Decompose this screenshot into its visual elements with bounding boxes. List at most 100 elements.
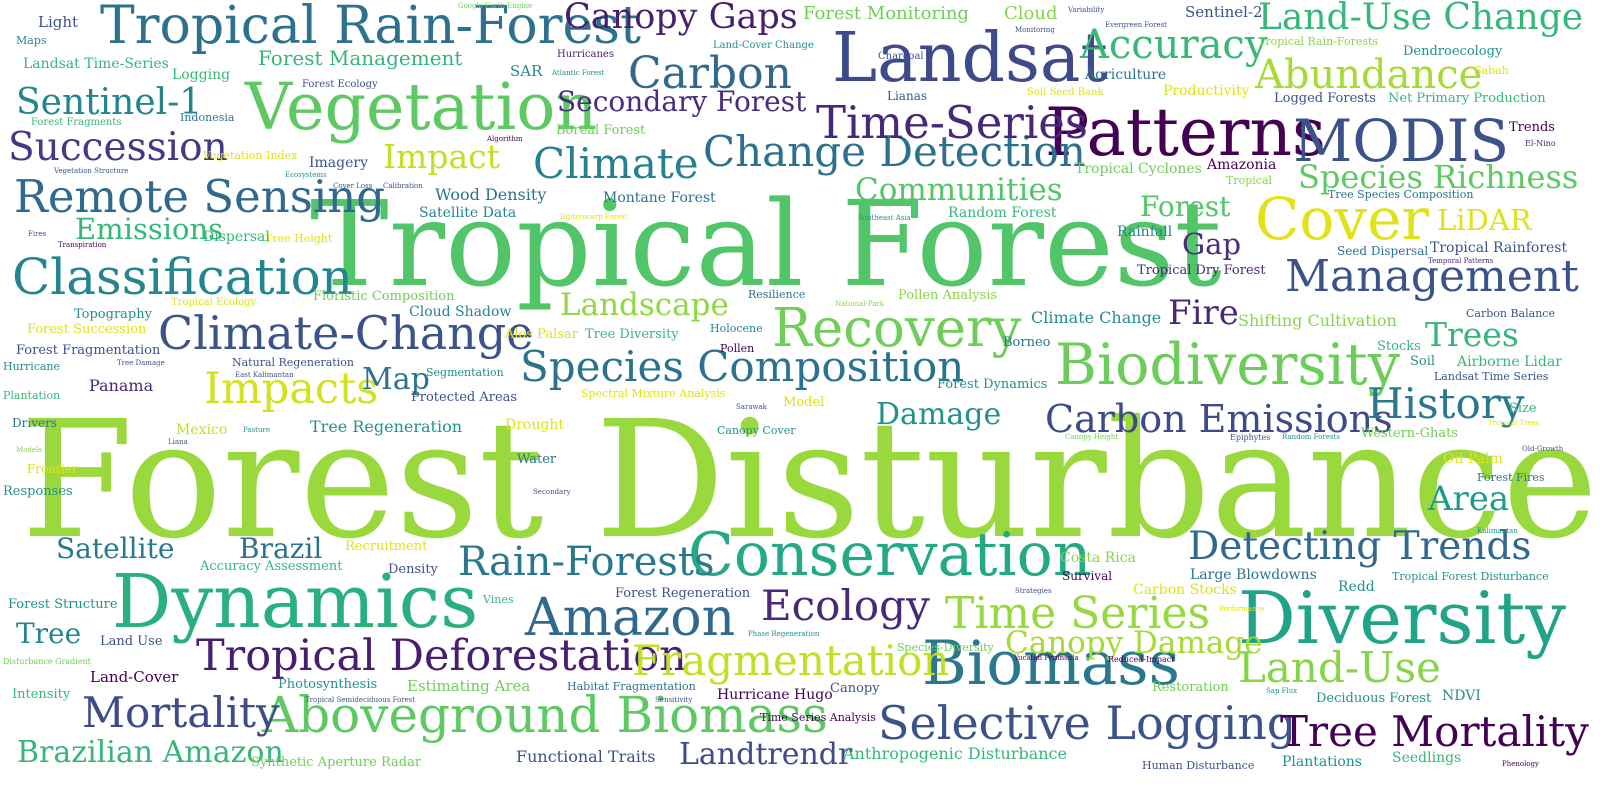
word-mortality: Mortality	[82, 688, 280, 737]
word-species-composition: Species Composition	[520, 342, 965, 391]
word-forest-fires: Forest Fires	[1477, 471, 1545, 484]
word-segmentation: Segmentation	[426, 366, 504, 379]
word-tropical-cyclones: Tropical Cyclones	[1075, 161, 1202, 177]
word-borneo: Borneo	[1003, 335, 1051, 350]
word-cover-loss: Cover Loss	[333, 182, 373, 190]
word-biomass: Biomass	[922, 628, 1180, 699]
word-land-use-change: Land-Use Change	[1258, 0, 1584, 38]
word-large-blowdowns: Large Blowdowns	[1190, 567, 1317, 583]
word-landsat-time-series: Landsat Time-Series	[23, 56, 169, 72]
word-east-kalimantan: East Kalimantan	[235, 371, 294, 379]
word-plantations: Plantations	[1282, 754, 1362, 770]
word-remote-sensing: Remote Sensing	[14, 170, 386, 223]
word-drought: Drought	[505, 417, 564, 433]
word-mexico: Mexico	[176, 422, 228, 438]
word-holocene: Holocene	[710, 322, 763, 335]
word-frontier: Frontier	[27, 462, 78, 476]
word-random-forests: Random Forests	[1282, 433, 1340, 441]
word-charcoal: Charcoal	[878, 51, 924, 62]
word-canopy: Canopy	[830, 681, 880, 696]
word-algorithm: Algorithm	[487, 135, 523, 143]
word-lianas: Lianas	[887, 89, 928, 103]
word-satellite: Satellite	[56, 532, 175, 565]
word-pasture: Pasture	[243, 426, 270, 434]
word-gap: Gap	[1182, 227, 1242, 261]
word-tree-diversity: Tree Diversity	[585, 327, 679, 342]
word-impact: Impact	[383, 137, 500, 176]
word-abundance: Abundance	[1255, 52, 1483, 98]
word-species-richness: Species Richness	[1298, 158, 1579, 196]
word-western-ghats: Western-Ghats	[1361, 426, 1458, 441]
word-boreal-forest: Boreal Forest	[556, 123, 646, 138]
word-recovery: Recovery	[772, 298, 1022, 359]
word-random-forest: Random Forest	[948, 205, 1057, 221]
word-el-nino: El-Nino	[1525, 139, 1556, 148]
word-phenology: Phenology	[1502, 760, 1539, 768]
word-light: Light	[38, 13, 79, 31]
word-landsat-time-series: Landsat Time Series	[1434, 370, 1549, 383]
word-forest-regeneration: Forest Regeneration	[615, 586, 751, 601]
word-tree-mortality: Tree Mortality	[1280, 707, 1589, 756]
word-forest-management: Forest Management	[258, 46, 463, 70]
word-imagery: Imagery	[309, 155, 369, 171]
word-model: Model	[783, 395, 825, 410]
word-protected-areas: Protected Areas	[411, 390, 518, 405]
word-landtrendr: Landtrendr	[679, 737, 853, 772]
word-spectral-mixture-analysis: Spectral Mixture Analysis	[581, 387, 726, 400]
word-deciduous-forest: Deciduous Forest	[1316, 691, 1432, 706]
word-rain-forests: Rain-Forests	[458, 539, 715, 585]
word-atlantic-forest: Atlantic Forest	[552, 69, 605, 77]
word-climate: Climate	[533, 139, 699, 188]
word-size: Size	[1509, 401, 1537, 416]
word-area: Area	[1428, 479, 1510, 519]
word-logging: Logging	[172, 67, 231, 83]
word-water: Water	[517, 452, 557, 467]
word-brazil: Brazil	[239, 532, 323, 565]
word-classification: Classification	[12, 248, 353, 306]
word-land-use: Land-Use	[1238, 643, 1441, 692]
word-amazon: Amazon	[525, 588, 736, 648]
word-trends: Trends	[1509, 120, 1555, 135]
word-patterns: Patterns	[1045, 94, 1326, 171]
word-functional-traits: Functional Traits	[516, 747, 656, 766]
word-time-series-analysis: Time Series Analysis	[760, 711, 876, 724]
word-wood-density: Wood Density	[435, 185, 547, 204]
word-soil-seed-bank: Soil Seed Bank	[1027, 87, 1104, 98]
word-tropical-rain-forest: Tropical Rain-Forest	[100, 0, 641, 56]
word-dispersal: Dispersal	[203, 229, 270, 245]
word-survival: Survival	[1062, 569, 1113, 583]
word-secondary: Secondary	[533, 488, 571, 496]
word-sabah: Sabah	[1474, 64, 1509, 77]
word-human-disturbance: Human Disturbance	[1142, 759, 1255, 772]
word-emissions: Emissions	[75, 212, 224, 246]
word-photosynthesis: Photosynthesis	[278, 677, 378, 692]
word-pollen: Pollen	[720, 342, 755, 355]
word-forest-fragmentation: Forest Fragmentation	[16, 343, 161, 358]
word-history: History	[1367, 379, 1525, 428]
word-landsat: Landsat	[832, 19, 1108, 98]
word-agriculture: Agriculture	[1085, 67, 1167, 83]
word-hurricane-hugo: Hurricane Hugo	[717, 687, 833, 703]
word-vegetation-structure: Vegetation Structure	[54, 167, 129, 175]
word-epiphytes: Epiphytes	[1230, 433, 1271, 442]
word-diversity: Diversity	[1238, 576, 1567, 660]
word-performance: Performance	[1219, 605, 1265, 613]
word-seedlings: Seedlings	[1392, 750, 1462, 766]
word-seed-dispersal: Seed Dispersal	[1337, 244, 1429, 258]
word-forest-structure: Forest Structure	[8, 597, 118, 612]
word-management: Management	[1285, 251, 1579, 302]
word-productivity: Productivity	[1163, 83, 1250, 99]
word-ecology: Ecology	[761, 581, 930, 630]
word-forest-succession: Forest Succession	[27, 322, 147, 337]
word-liana: Liana	[168, 438, 188, 446]
word-maps: Maps	[16, 34, 47, 47]
word-tropical-deforestation: Tropical Deforestation	[196, 631, 687, 681]
word-vegetation-index: Vegetation Index	[203, 149, 298, 162]
word-climate-change: Climate-Change	[158, 306, 534, 360]
word-rainfall: Rainfall	[1117, 224, 1173, 240]
word-land-cover: Land-Cover	[90, 668, 179, 686]
word-forest-disturbance: Forest Disturbance	[21, 387, 1599, 575]
word-sentinel-2: Sentinel-2	[1185, 3, 1263, 21]
word-canopy-damage: Canopy Damage	[1005, 625, 1263, 661]
